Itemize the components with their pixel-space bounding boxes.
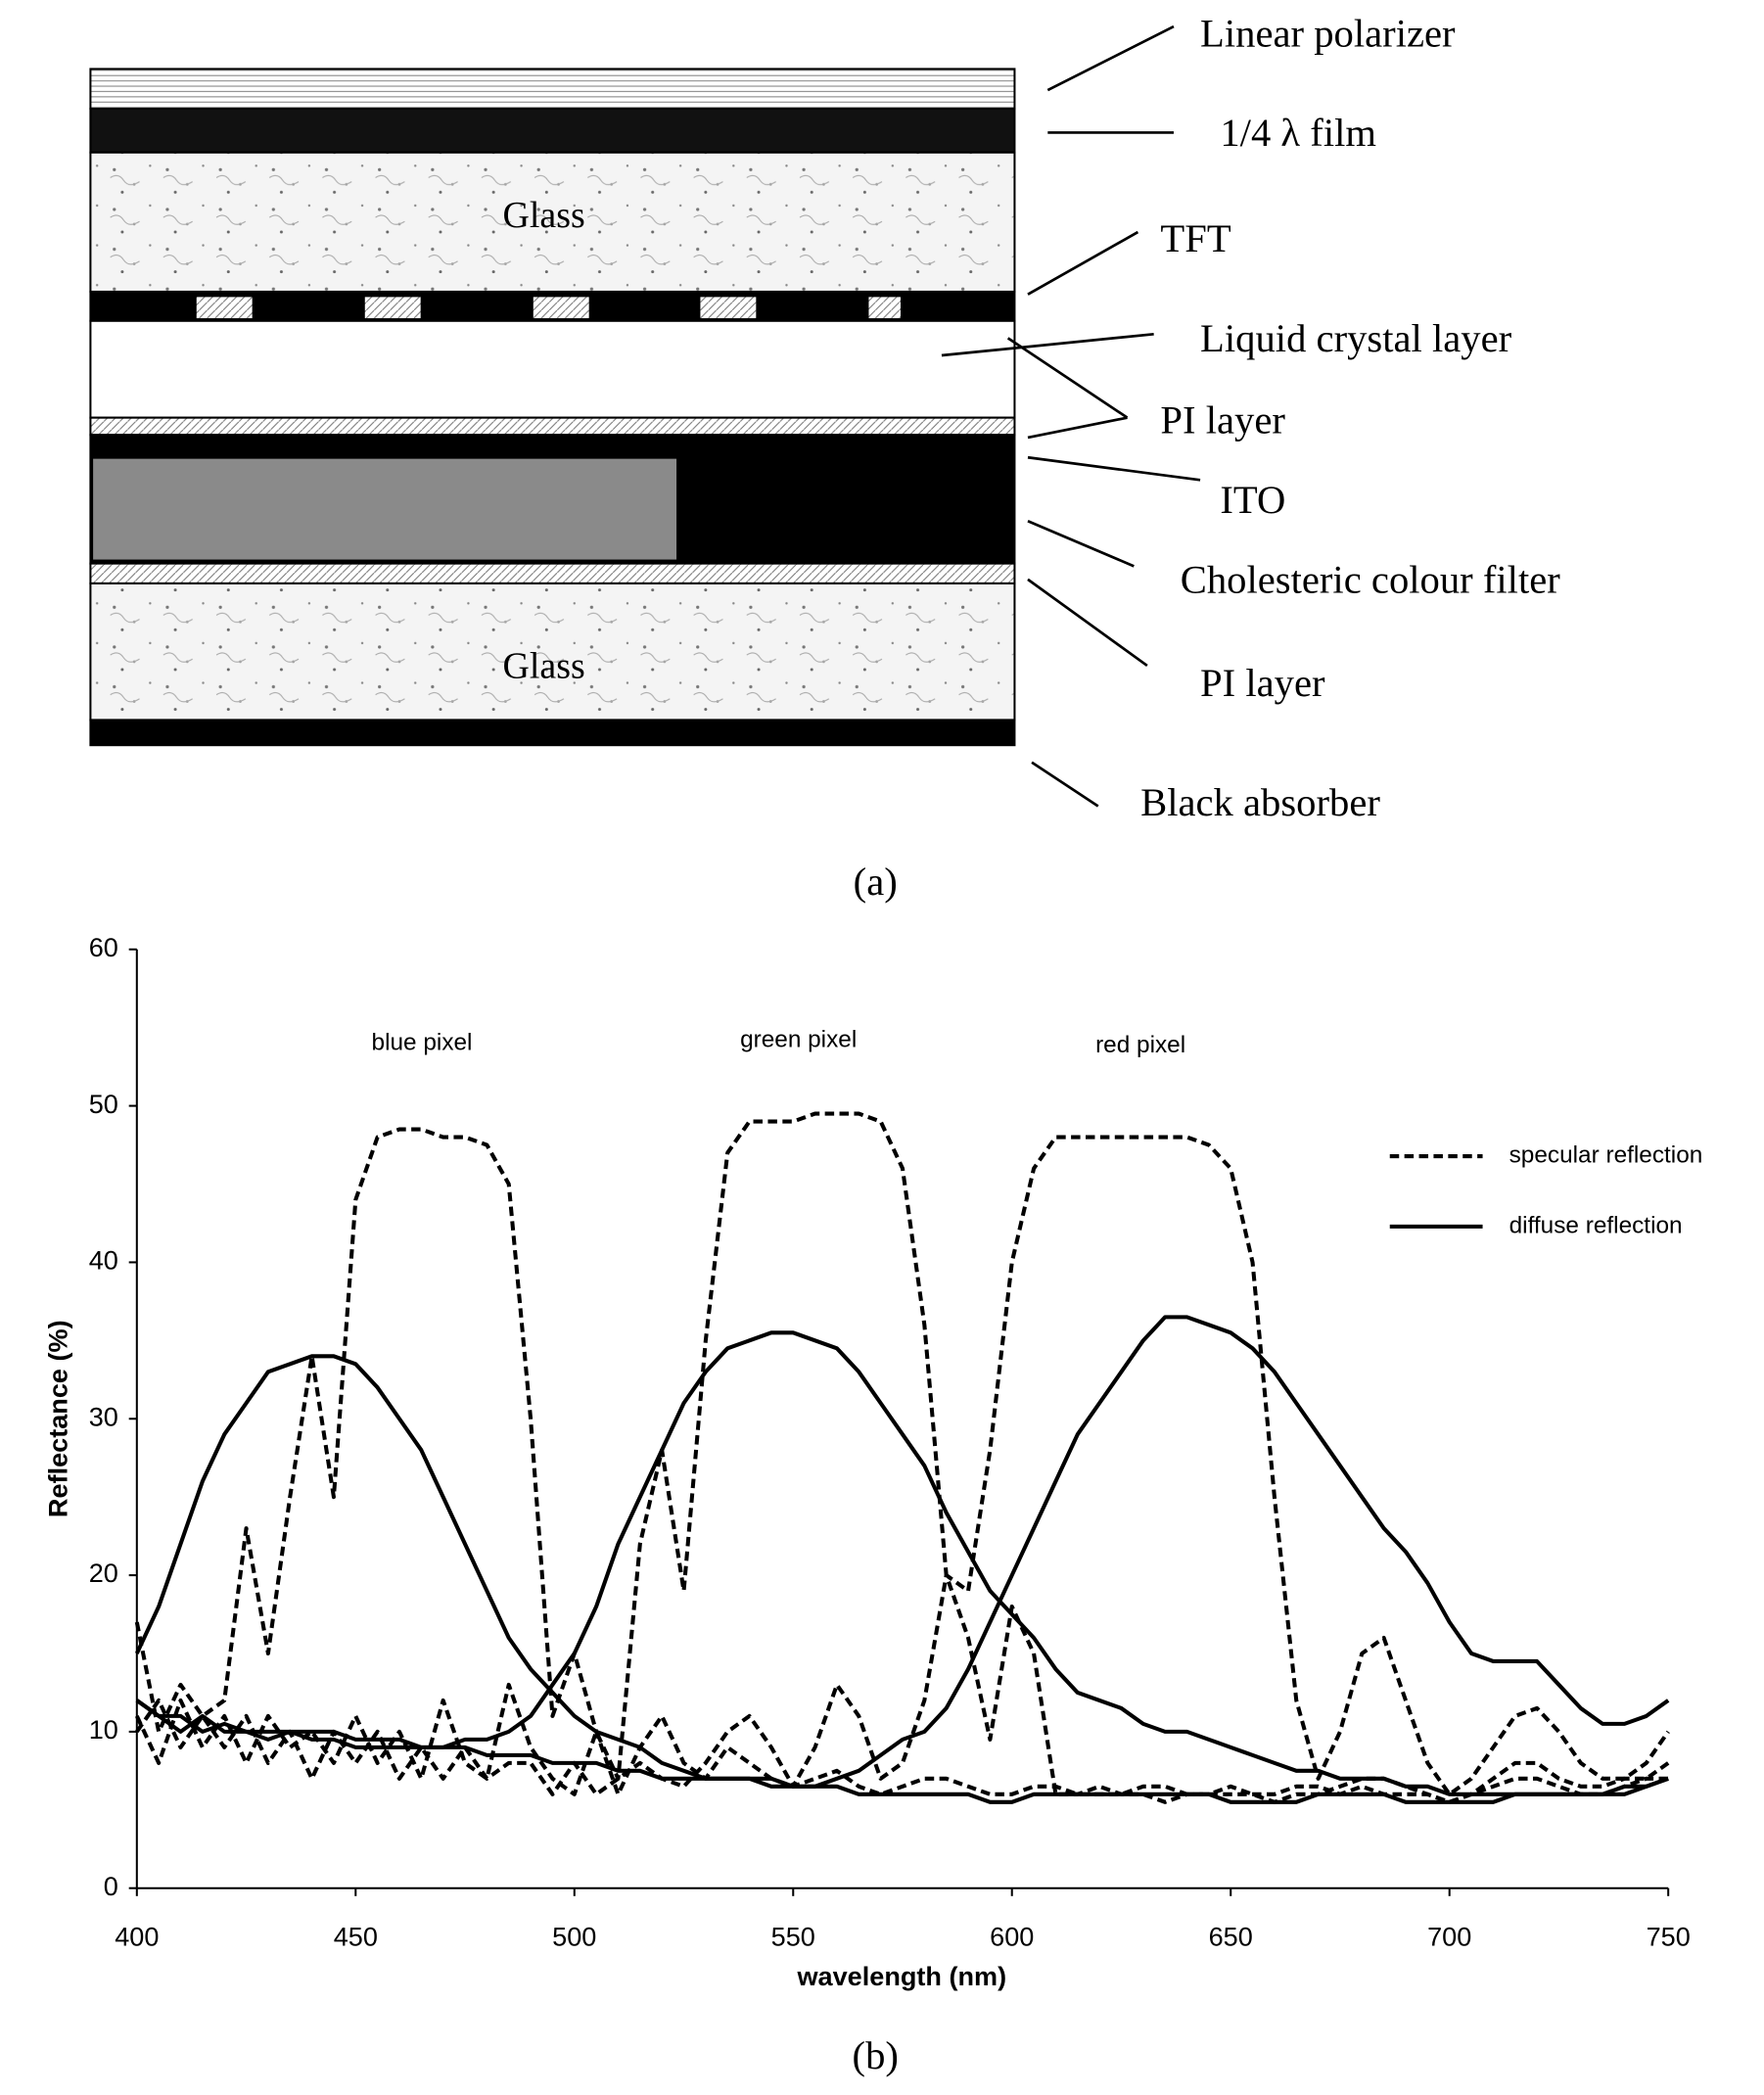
x-tick-label: 400 xyxy=(115,1921,159,1951)
x-tick-label: 450 xyxy=(334,1921,378,1951)
annotation: blue pixel xyxy=(372,1029,473,1055)
layer-name: Linear polarizer xyxy=(1200,11,1456,55)
x-tick-label: 600 xyxy=(990,1921,1034,1951)
data-line xyxy=(134,1135,1670,1796)
caption: (b) xyxy=(853,2033,899,2077)
y-tick-label: 0 xyxy=(104,1871,118,1901)
lc-layer xyxy=(89,319,1016,419)
pi-layer xyxy=(89,562,1016,584)
tft-element xyxy=(700,297,757,319)
layer-name: TFT xyxy=(1160,216,1230,260)
caption: (a) xyxy=(854,860,898,904)
annotation: green pixel xyxy=(740,1027,857,1053)
data-line xyxy=(135,1330,1669,1796)
layer-name: Cholesteric colour filter xyxy=(1181,557,1561,601)
layer-name: Black absorber xyxy=(1140,780,1380,824)
x-tick-label: 650 xyxy=(1209,1921,1253,1951)
y-tick-label: 20 xyxy=(89,1558,118,1588)
polarizer-layer xyxy=(89,68,1016,111)
data-line xyxy=(134,1354,1669,1804)
pi-layer xyxy=(89,416,1016,437)
layer-label: Glass xyxy=(503,646,585,687)
layer-name: ITO xyxy=(1220,478,1285,522)
legend-label: specular reflection xyxy=(1509,1142,1703,1169)
chart: 0 10 20 30 40 50 60 400 450 500 550 600 650 700 750 spe… xyxy=(89,932,1703,1951)
colour-filter xyxy=(93,458,677,560)
glass-layer xyxy=(89,582,1016,722)
y-axis-title: Reflectance (%) xyxy=(42,1320,72,1517)
data-line xyxy=(135,1315,1670,1789)
leader-line xyxy=(1046,24,1175,92)
y-tick-label: 30 xyxy=(89,1401,118,1431)
data-line xyxy=(134,1111,1670,1804)
leader-line xyxy=(1006,337,1129,419)
leader-lines xyxy=(941,24,1201,808)
tft-element xyxy=(196,297,253,319)
absorber-layer xyxy=(89,719,1016,747)
layer-stack xyxy=(89,68,1016,747)
x-tick-label: 750 xyxy=(1647,1921,1691,1951)
y-tick-label: 40 xyxy=(89,1245,118,1276)
leader-line xyxy=(1027,230,1139,296)
layer-name: PI layer xyxy=(1200,661,1325,705)
layer-name: 1/4 λ film xyxy=(1220,111,1376,155)
layer-label: Glass xyxy=(503,195,585,236)
data-line xyxy=(135,1127,1669,1804)
x-tick-label: 550 xyxy=(771,1921,815,1951)
layer-name: Liquid crystal layer xyxy=(1200,316,1512,360)
leader-line xyxy=(941,332,1154,357)
tft-element xyxy=(868,297,901,319)
leader-line xyxy=(1027,455,1201,482)
layer-name: PI layer xyxy=(1160,398,1285,442)
x-tick-label: 700 xyxy=(1427,1921,1471,1951)
y-tick-label: 10 xyxy=(89,1714,118,1745)
leader-line xyxy=(1027,520,1135,568)
y-tick-label: 50 xyxy=(89,1089,118,1119)
diagram-labels: Linear polarizer 1/4 λ film TFT Liquid c… xyxy=(854,11,1561,904)
glass-layer xyxy=(89,151,1016,293)
tft-element xyxy=(364,297,421,319)
legend-label: diffuse reflection xyxy=(1509,1212,1683,1238)
film-layer xyxy=(89,108,1016,154)
x-tick-label: 500 xyxy=(552,1921,596,1951)
annotation: red pixel xyxy=(1095,1032,1185,1058)
leader-line xyxy=(1027,416,1128,440)
leader-line xyxy=(1031,761,1099,808)
leader-line xyxy=(1027,578,1148,668)
tft-element xyxy=(533,297,589,319)
y-tick-label: 60 xyxy=(89,932,118,962)
x-axis-title: wavelength (nm) xyxy=(796,1961,1006,1991)
